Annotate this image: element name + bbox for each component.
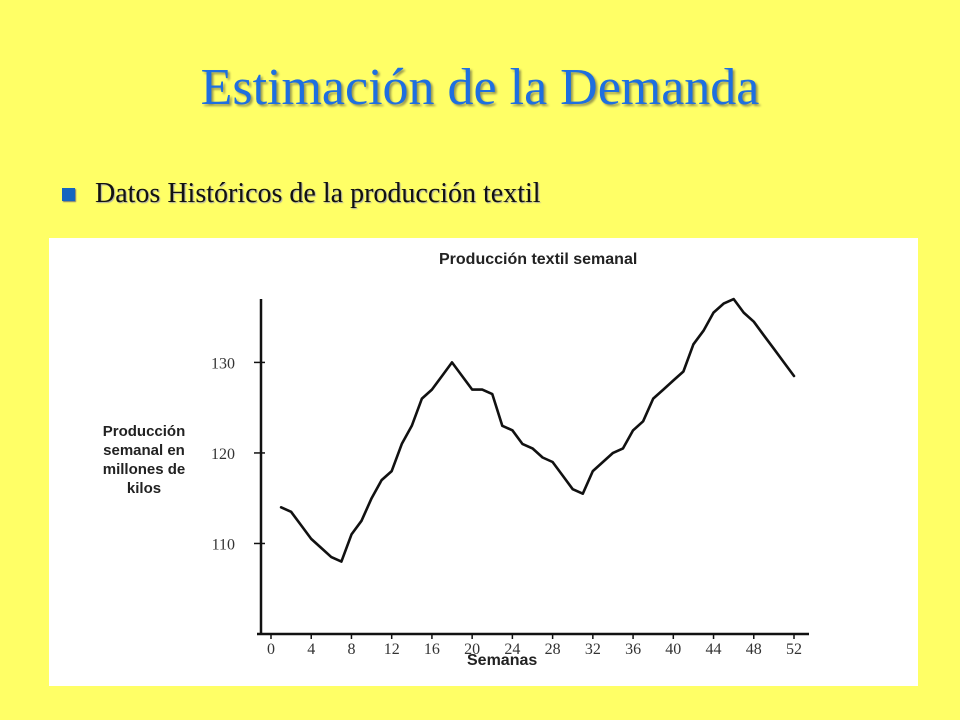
x-tick-label: 32 — [585, 641, 601, 658]
bullet-text: Datos Históricos de la producción textil — [95, 178, 541, 209]
x-tick-label: 36 — [625, 641, 641, 658]
x-tick-label: 28 — [545, 641, 561, 658]
bullet-item: Datos Históricos de la producción textil — [62, 178, 541, 210]
slide-title: Estimación de la Demanda — [200, 59, 760, 116]
y-tick-label: 120 — [211, 446, 235, 463]
chart-title: Producción textil semanal — [439, 251, 638, 268]
y-tick-label: 130 — [211, 355, 235, 372]
x-tick-label: 24 — [504, 641, 520, 658]
x-tick-label: 8 — [347, 641, 355, 658]
x-axis-label: Semanas — [467, 652, 538, 669]
x-tick-label: 52 — [786, 641, 802, 658]
x-tick-label: 40 — [665, 641, 681, 658]
x-tick-label: 44 — [706, 641, 722, 658]
y-tick-label: 110 — [212, 536, 235, 553]
bullet-square-icon — [62, 187, 75, 201]
x-tick-label: 20 — [464, 641, 480, 658]
series-line — [279, 297, 796, 563]
x-tick-label: 16 — [424, 641, 440, 658]
x-tick-label: 12 — [384, 641, 400, 658]
chart-panel: 0 4 8 12 16 20 24 28 32 36 40 44 48 52 110 120 130 Produ… — [49, 238, 918, 686]
x-tick-label: 48 — [746, 641, 762, 658]
y-axis-label: Producción semanal en millones de kilos — [102, 423, 186, 497]
x-tick-label: 4 — [307, 641, 315, 658]
x-tick-label: 0 — [267, 641, 275, 658]
